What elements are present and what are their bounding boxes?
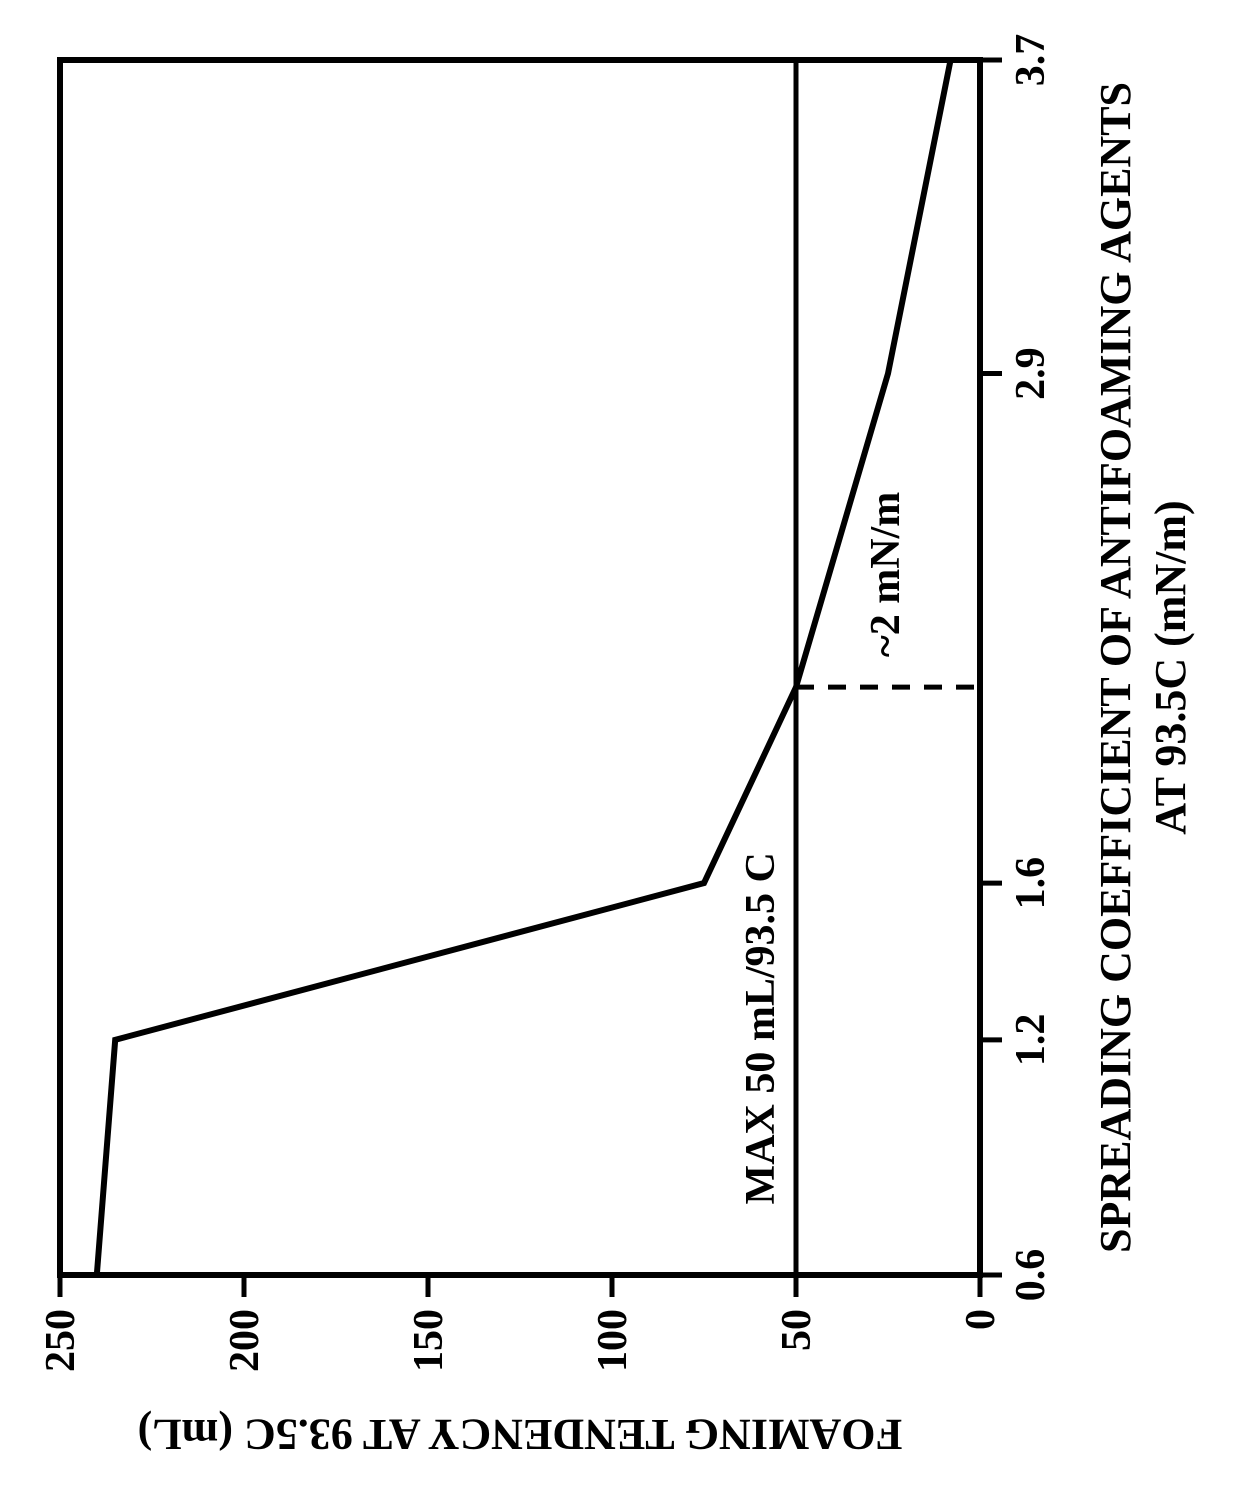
ytick-label: 0 bbox=[958, 1309, 1004, 1330]
xtick-label: 1.6 bbox=[1008, 857, 1054, 910]
ytick-label: 100 bbox=[590, 1309, 636, 1372]
line-chart: 0 50 100 150 200 250 0.6 1.2 1.6 2.9 3.7 MAX 50 mL/… bbox=[0, 0, 1240, 1505]
annotation-max50: MAX 50 mL/93.5 C bbox=[738, 852, 784, 1204]
x-axis-label-line1: SPREADING COEFFICIENT OF ANTIFOAMING AGE… bbox=[1091, 82, 1140, 1253]
ytick-label: 200 bbox=[222, 1309, 268, 1372]
chart-root: 0 50 100 150 200 250 0.6 1.2 1.6 2.9 3.7 MAX 50 mL/… bbox=[38, 34, 1195, 1459]
xtick-label: 2.9 bbox=[1008, 347, 1054, 400]
chart-container: 0 50 100 150 200 250 0.6 1.2 1.6 2.9 3.7 MAX 50 mL/… bbox=[0, 0, 1240, 1505]
y-axis-label: FOAMING TENDENCY AT 93.5C (mL) bbox=[138, 1410, 903, 1459]
ytick-label: 50 bbox=[774, 1309, 820, 1351]
ytick-label: 150 bbox=[406, 1309, 452, 1372]
plot-frame bbox=[60, 60, 980, 1275]
x-axis-label-line2: AT 93.5C (mN/m) bbox=[1146, 500, 1195, 834]
annotation-approx2: ~2 mN/m bbox=[863, 492, 909, 657]
xtick-label: 1.2 bbox=[1008, 1014, 1054, 1066]
ytick-label: 250 bbox=[38, 1309, 84, 1372]
xtick-label: 0.6 bbox=[1008, 1249, 1054, 1302]
xtick-label: 3.7 bbox=[1008, 34, 1054, 87]
data-line bbox=[97, 60, 951, 1275]
